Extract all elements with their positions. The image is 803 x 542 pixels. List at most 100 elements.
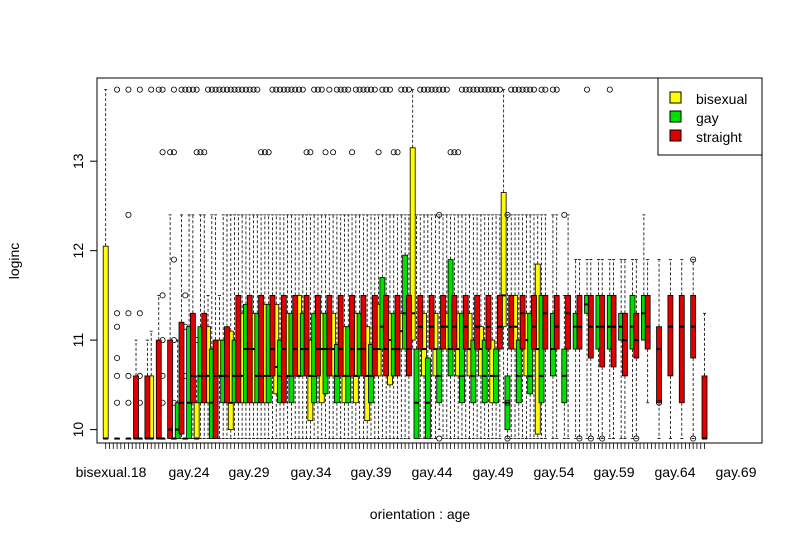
outlier-point: [197, 149, 204, 156]
box-straight-51: [485, 86, 492, 439]
outlier-point: [125, 86, 132, 93]
box-body: [644, 294, 651, 350]
outlier-point: [303, 149, 310, 156]
outlier-point: [284, 86, 291, 93]
box-bisexual-52: [489, 86, 496, 439]
outlier-point: [318, 86, 325, 93]
box-gay-55: [527, 86, 534, 439]
box-straight-63: [622, 259, 628, 439]
box-straight-60: [587, 259, 594, 442]
box-straight-41: [371, 86, 378, 439]
outlier-point: [489, 86, 496, 93]
outlier-point: [386, 86, 393, 93]
outlier-point: [182, 86, 189, 93]
box-body: [633, 312, 640, 359]
box-body: [519, 294, 526, 350]
box-body: [576, 294, 583, 350]
box-body: [189, 312, 196, 404]
box-body: [656, 326, 662, 404]
x-tick-label: bisexual.18: [76, 464, 147, 480]
box-bisexual-54: [512, 86, 519, 439]
x-tick-label: gay.39: [351, 464, 392, 480]
outlier-point: [246, 86, 253, 93]
box-straight-40: [360, 86, 367, 439]
box-straight-45: [417, 86, 424, 439]
outlier-point: [606, 86, 613, 93]
box-body: [409, 147, 416, 341]
outlier-point: [136, 310, 143, 317]
box-straight-25: [189, 86, 196, 439]
box-straight-35: [303, 149, 310, 439]
x-axis: bisexual.18 gay.24 gay.29 gay.34 gay.39 gay.4…: [76, 442, 757, 480]
outlier-point: [367, 86, 374, 93]
x-tick-label: gay.59: [594, 464, 635, 480]
outlier-point: [394, 149, 401, 156]
x-tick-label: gay.29: [229, 464, 270, 480]
legend-swatch-gay: [669, 110, 682, 123]
outlier-point: [311, 86, 318, 93]
outlier-point: [451, 149, 458, 156]
box-straight-53: [508, 86, 515, 439]
box-straight-37: [326, 86, 333, 439]
outlier-point: [322, 149, 329, 156]
box-gay-54: [515, 86, 522, 439]
outlier-point: [474, 86, 481, 93]
outlier-point: [371, 86, 378, 93]
outlier-point: [193, 86, 200, 93]
box-body: [701, 375, 708, 439]
box-body: [428, 294, 435, 350]
outlier-point: [523, 86, 530, 93]
outlier-point: [280, 86, 287, 93]
x-axis-title: orientation : age: [370, 506, 471, 522]
box-straight-43: [394, 149, 401, 439]
outlier-point: [261, 149, 268, 156]
box-body: [371, 294, 378, 377]
outlier-point: [212, 86, 219, 93]
outlier-point: [527, 86, 534, 93]
outlier-point: [364, 86, 371, 93]
outlier-point: [458, 86, 465, 93]
outlier-point: [436, 86, 443, 93]
outlier-point: [405, 86, 412, 93]
outlier-point: [205, 86, 212, 93]
box-straight-22: [155, 86, 162, 440]
x-tick-label: gay.64: [655, 464, 696, 480]
x-tick-label: gay.44: [412, 464, 453, 480]
box-gay-57: [549, 86, 556, 439]
outlier-point: [242, 86, 249, 93]
box-straight-62: [610, 259, 617, 439]
outlier-point: [352, 86, 359, 93]
series-straight: [133, 86, 708, 442]
box-straight-49: [462, 86, 469, 439]
box-body: [599, 294, 606, 368]
x-tick-label: gay.24: [169, 464, 210, 480]
box-straight-36: [314, 86, 321, 439]
outlier-point: [345, 86, 352, 93]
box-straight-59: [576, 259, 583, 442]
x-tick-label: gay.49: [473, 464, 514, 480]
box-gay-45: [413, 214, 420, 439]
box-bisexual-26: [193, 86, 200, 440]
outlier-point: [424, 86, 431, 93]
box-body: [405, 294, 412, 377]
box-straight-54: [519, 86, 526, 439]
box-body: [193, 402, 200, 439]
legend: bisexual gay straight: [657, 77, 763, 156]
box-straight-20: [133, 339, 139, 440]
box-body: [542, 294, 549, 350]
outlier-point: [292, 86, 299, 93]
box-straight-67: [667, 259, 674, 439]
box-gay-51: [481, 86, 488, 439]
outlier-point: [508, 86, 515, 93]
outlier-point: [299, 86, 306, 93]
box-gay-49: [458, 86, 465, 439]
outlier-point: [398, 86, 405, 93]
outlier-point: [530, 86, 537, 93]
outlier-point: [189, 86, 196, 93]
box-body: [531, 294, 537, 350]
outlier-point: [538, 86, 545, 93]
outlier-point: [477, 86, 484, 93]
box-body: [394, 294, 401, 377]
box-straight-32: [269, 86, 276, 439]
box-gay-58: [561, 211, 568, 439]
